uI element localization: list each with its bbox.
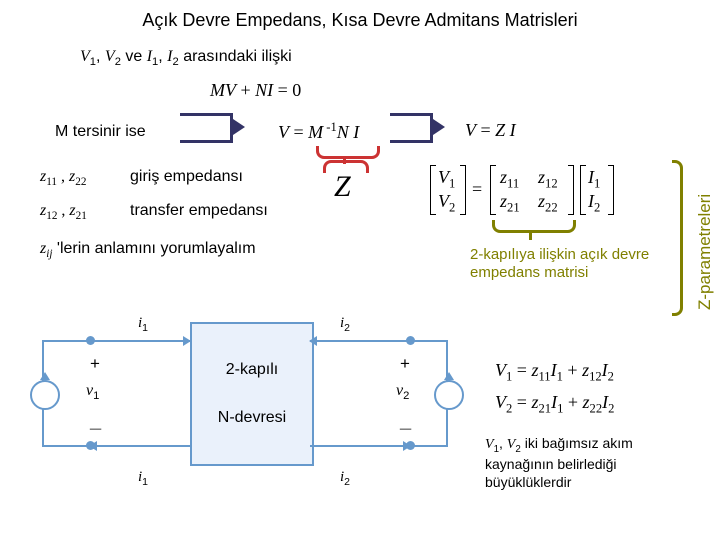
brace-olive-stem-icon bbox=[529, 230, 532, 240]
eq-line1: V1 = z11I1 + z12I2 bbox=[495, 360, 614, 385]
i2-top-label: i2 bbox=[340, 314, 350, 334]
matrix-caption: 2-kapılıya ilişkin açık devre empedans m… bbox=[470, 246, 660, 282]
i1-bottom-label: i1 bbox=[138, 468, 148, 488]
box-top-label: 2-kapılı bbox=[192, 361, 312, 379]
z11-z22-label: z11 , z22 bbox=[40, 168, 86, 188]
matrix-equation: V1 V2 = z11 z12 z21 z22 I1 I2 bbox=[430, 165, 670, 225]
page-title: Açık Devre Empedans, Kısa Devre Admitans… bbox=[0, 10, 720, 31]
m-invertible-text: M tersinir ise bbox=[55, 123, 146, 141]
brace-olive-icon bbox=[492, 220, 576, 233]
side-brace-icon bbox=[672, 160, 683, 316]
interpret-text: zij 'lerin anlamını yorumlayalım bbox=[40, 240, 256, 260]
arrow-icon bbox=[180, 113, 260, 143]
v1-label: v1 bbox=[86, 382, 99, 402]
input-impedance-text: giriş empedansı bbox=[130, 168, 243, 186]
plus-right: + bbox=[400, 354, 410, 374]
z12-z21-label: z12 , z21 bbox=[40, 202, 87, 222]
slide: Açık Devre Empedans, Kısa Devre Admitans… bbox=[0, 0, 720, 540]
transfer-impedance-text: transfer empedansı bbox=[130, 202, 268, 220]
brace-icon bbox=[316, 146, 380, 159]
eq-v-minv: V = M -1N I bbox=[278, 120, 359, 143]
relation-tail: arasındaki ilişki bbox=[183, 48, 291, 65]
eq-line2: V2 = z21I1 + z22I2 bbox=[495, 392, 614, 417]
i1-top-label: i1 bbox=[138, 314, 148, 334]
arrow-icon-2 bbox=[390, 113, 450, 143]
minus-right: _ bbox=[400, 410, 411, 433]
eqs-note: V1, V2 iki bağımsız akım kaynağının beli… bbox=[485, 435, 705, 491]
current-source-right-icon bbox=[434, 380, 464, 410]
current-source-left-icon bbox=[30, 380, 60, 410]
i2-bottom-label: i2 bbox=[340, 468, 350, 488]
two-port-box: 2-kapılı N-devresi bbox=[190, 322, 314, 466]
two-port-circuit: 2-kapılı N-devresi i1 i1 + v1 _ i2 bbox=[20, 300, 450, 520]
z-parameters-side-label: Z-parametreleri bbox=[695, 194, 715, 310]
relation-text: V1, V2 ve I1, I2 arasındaki ilişki bbox=[80, 48, 292, 68]
minus-left: _ bbox=[90, 410, 101, 433]
eq-v-zi: V = Z I bbox=[465, 120, 516, 141]
plus-left: + bbox=[90, 354, 100, 374]
eq-mv-ni: MV + NI = 0 bbox=[210, 80, 301, 101]
box-bottom-label: N-devresi bbox=[192, 409, 312, 427]
v2-label: v2 bbox=[396, 382, 409, 402]
big-z-label: Z bbox=[334, 170, 351, 204]
